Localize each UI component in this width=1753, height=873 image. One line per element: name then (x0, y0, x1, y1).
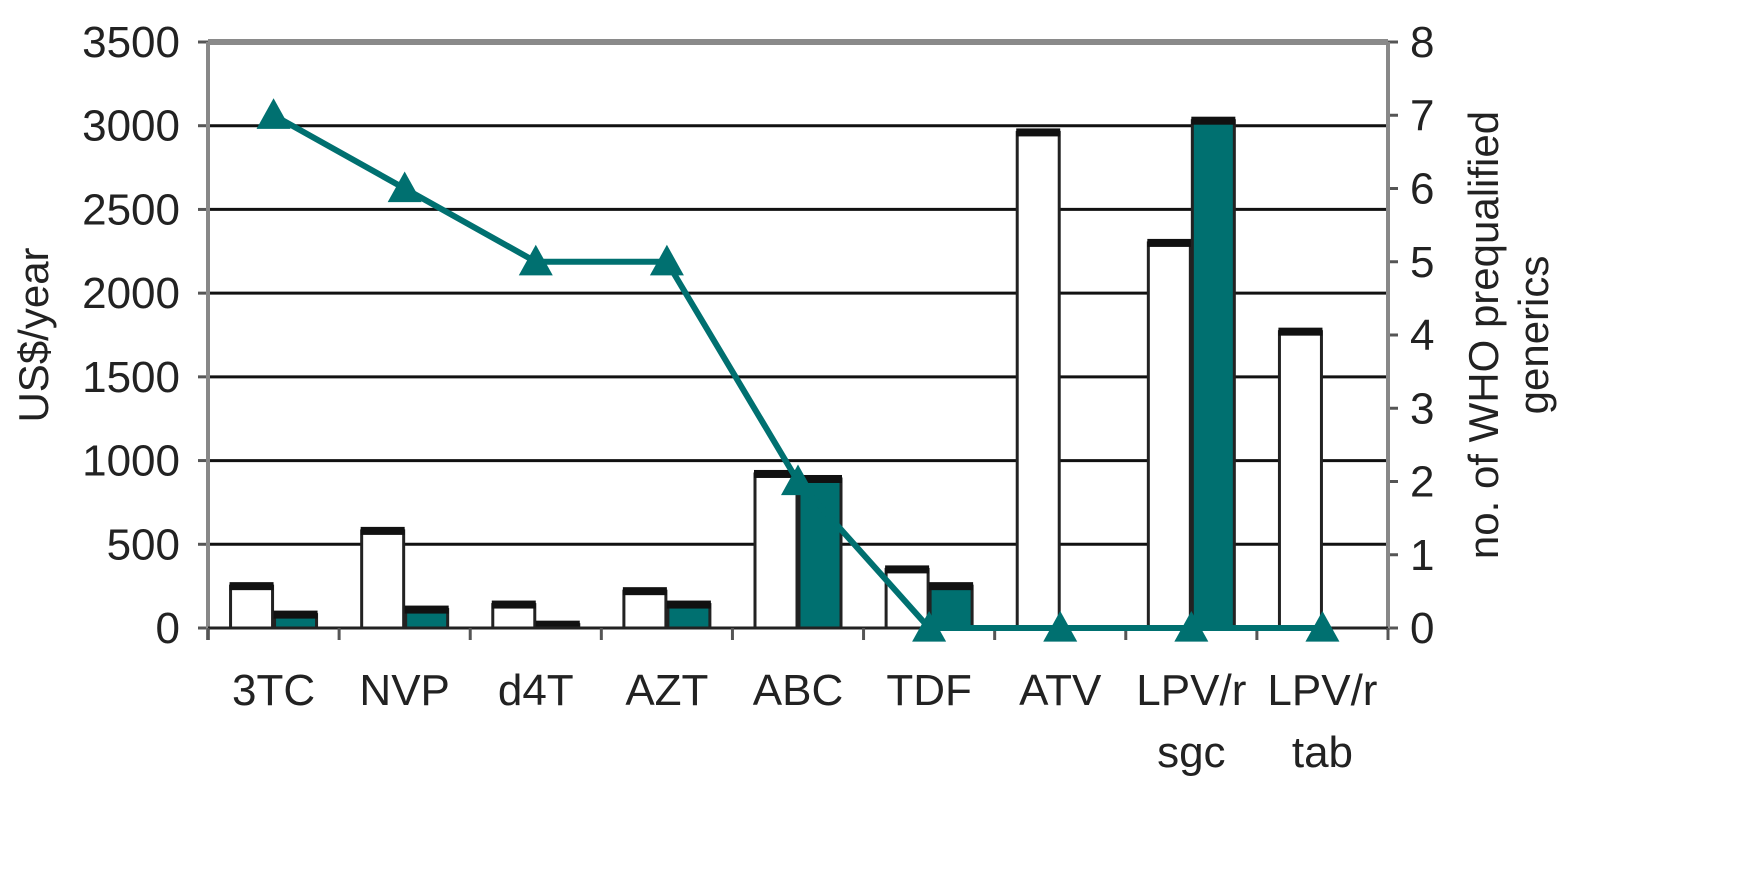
left-tick-label: 2500 (82, 185, 180, 234)
y-axis-label: US$/year (10, 247, 57, 422)
bar-cap (1016, 128, 1061, 137)
left-axis-ticks: 0 500 1000 1500 2000 2500 3000 3500 (82, 18, 180, 653)
bar-cap (1191, 116, 1236, 125)
bar-series-2-5 (797, 477, 843, 630)
bar-cap (273, 610, 318, 619)
category-label: d4T (498, 666, 574, 715)
bar-series-1-6 (884, 567, 930, 630)
left-tick-label: 1000 (82, 437, 180, 486)
triangle-marker (912, 611, 947, 642)
bar-series-1-5 (753, 472, 799, 630)
left-tick-label: 500 (107, 520, 180, 569)
right-tick-label: 2 (1410, 458, 1434, 507)
triangle-marker (1043, 611, 1078, 642)
triangle-marker (781, 464, 815, 496)
right-tick-label: 8 (1410, 18, 1434, 67)
bar-series-1-2 (360, 529, 406, 630)
bar-cap (404, 605, 449, 614)
triangle-marker (387, 171, 422, 203)
category-label: LPV/r tab (1267, 666, 1377, 777)
y2-axis-label: no. of WHO prequalifiedgenerics (1460, 111, 1557, 559)
right-tick-label: 4 (1410, 311, 1434, 360)
bar-cap (754, 469, 798, 478)
bar-cap (229, 582, 274, 591)
triangle-marker (1305, 611, 1340, 642)
category-label: TDF (886, 666, 972, 715)
left-tick-label: 2000 (82, 269, 180, 318)
bar-series-1-8 (1146, 241, 1192, 630)
right-tick-label: 1 (1410, 531, 1434, 580)
bar-cap (1147, 238, 1192, 247)
bar-cap (622, 587, 667, 596)
category-label: LPV/r sgc (1136, 666, 1246, 777)
right-tick-label: 5 (1410, 238, 1434, 287)
category-label: AZT (625, 666, 708, 715)
bar-cap (360, 526, 405, 535)
grid-lines (208, 39, 1388, 546)
bar-cap (491, 600, 536, 609)
right-tick-label: 7 (1410, 91, 1434, 140)
triangle-marker (518, 244, 553, 276)
category-label: NVP (359, 666, 449, 715)
right-axis-ticks: 0 1 2 3 4 5 6 7 8 (1410, 18, 1434, 653)
category-label: 3TC (232, 666, 315, 715)
bar-series-1-1 (229, 584, 275, 630)
category-label: ATV (1019, 666, 1102, 715)
right-tick-label: 6 (1410, 165, 1434, 214)
left-tick-label: 0 (156, 604, 180, 653)
triangle-marker (256, 98, 291, 129)
bar-cap (1278, 327, 1323, 336)
right-tick-label: 0 (1410, 604, 1434, 653)
bar-cap (885, 565, 930, 574)
bar-series-1-7 (1015, 130, 1061, 630)
bar-cap (798, 474, 842, 483)
category-label: ABC (753, 666, 843, 715)
bar-series-1-9 (1277, 330, 1323, 630)
left-tick-label: 3500 (82, 18, 180, 67)
bar-cap (535, 620, 580, 629)
left-tick-label: 3000 (82, 102, 180, 151)
triangle-marker (649, 244, 684, 276)
bar-cap (666, 600, 711, 609)
generics-line-series (256, 98, 1340, 642)
left-tick-label: 1500 (82, 353, 180, 402)
bar-cap (929, 582, 974, 591)
bar-series-2-6 (928, 584, 974, 630)
bar-series-1-4 (622, 589, 668, 630)
right-tick-label: 3 (1410, 384, 1434, 433)
bar-series-2-8 (1190, 119, 1236, 630)
triangle-marker (1174, 611, 1209, 642)
